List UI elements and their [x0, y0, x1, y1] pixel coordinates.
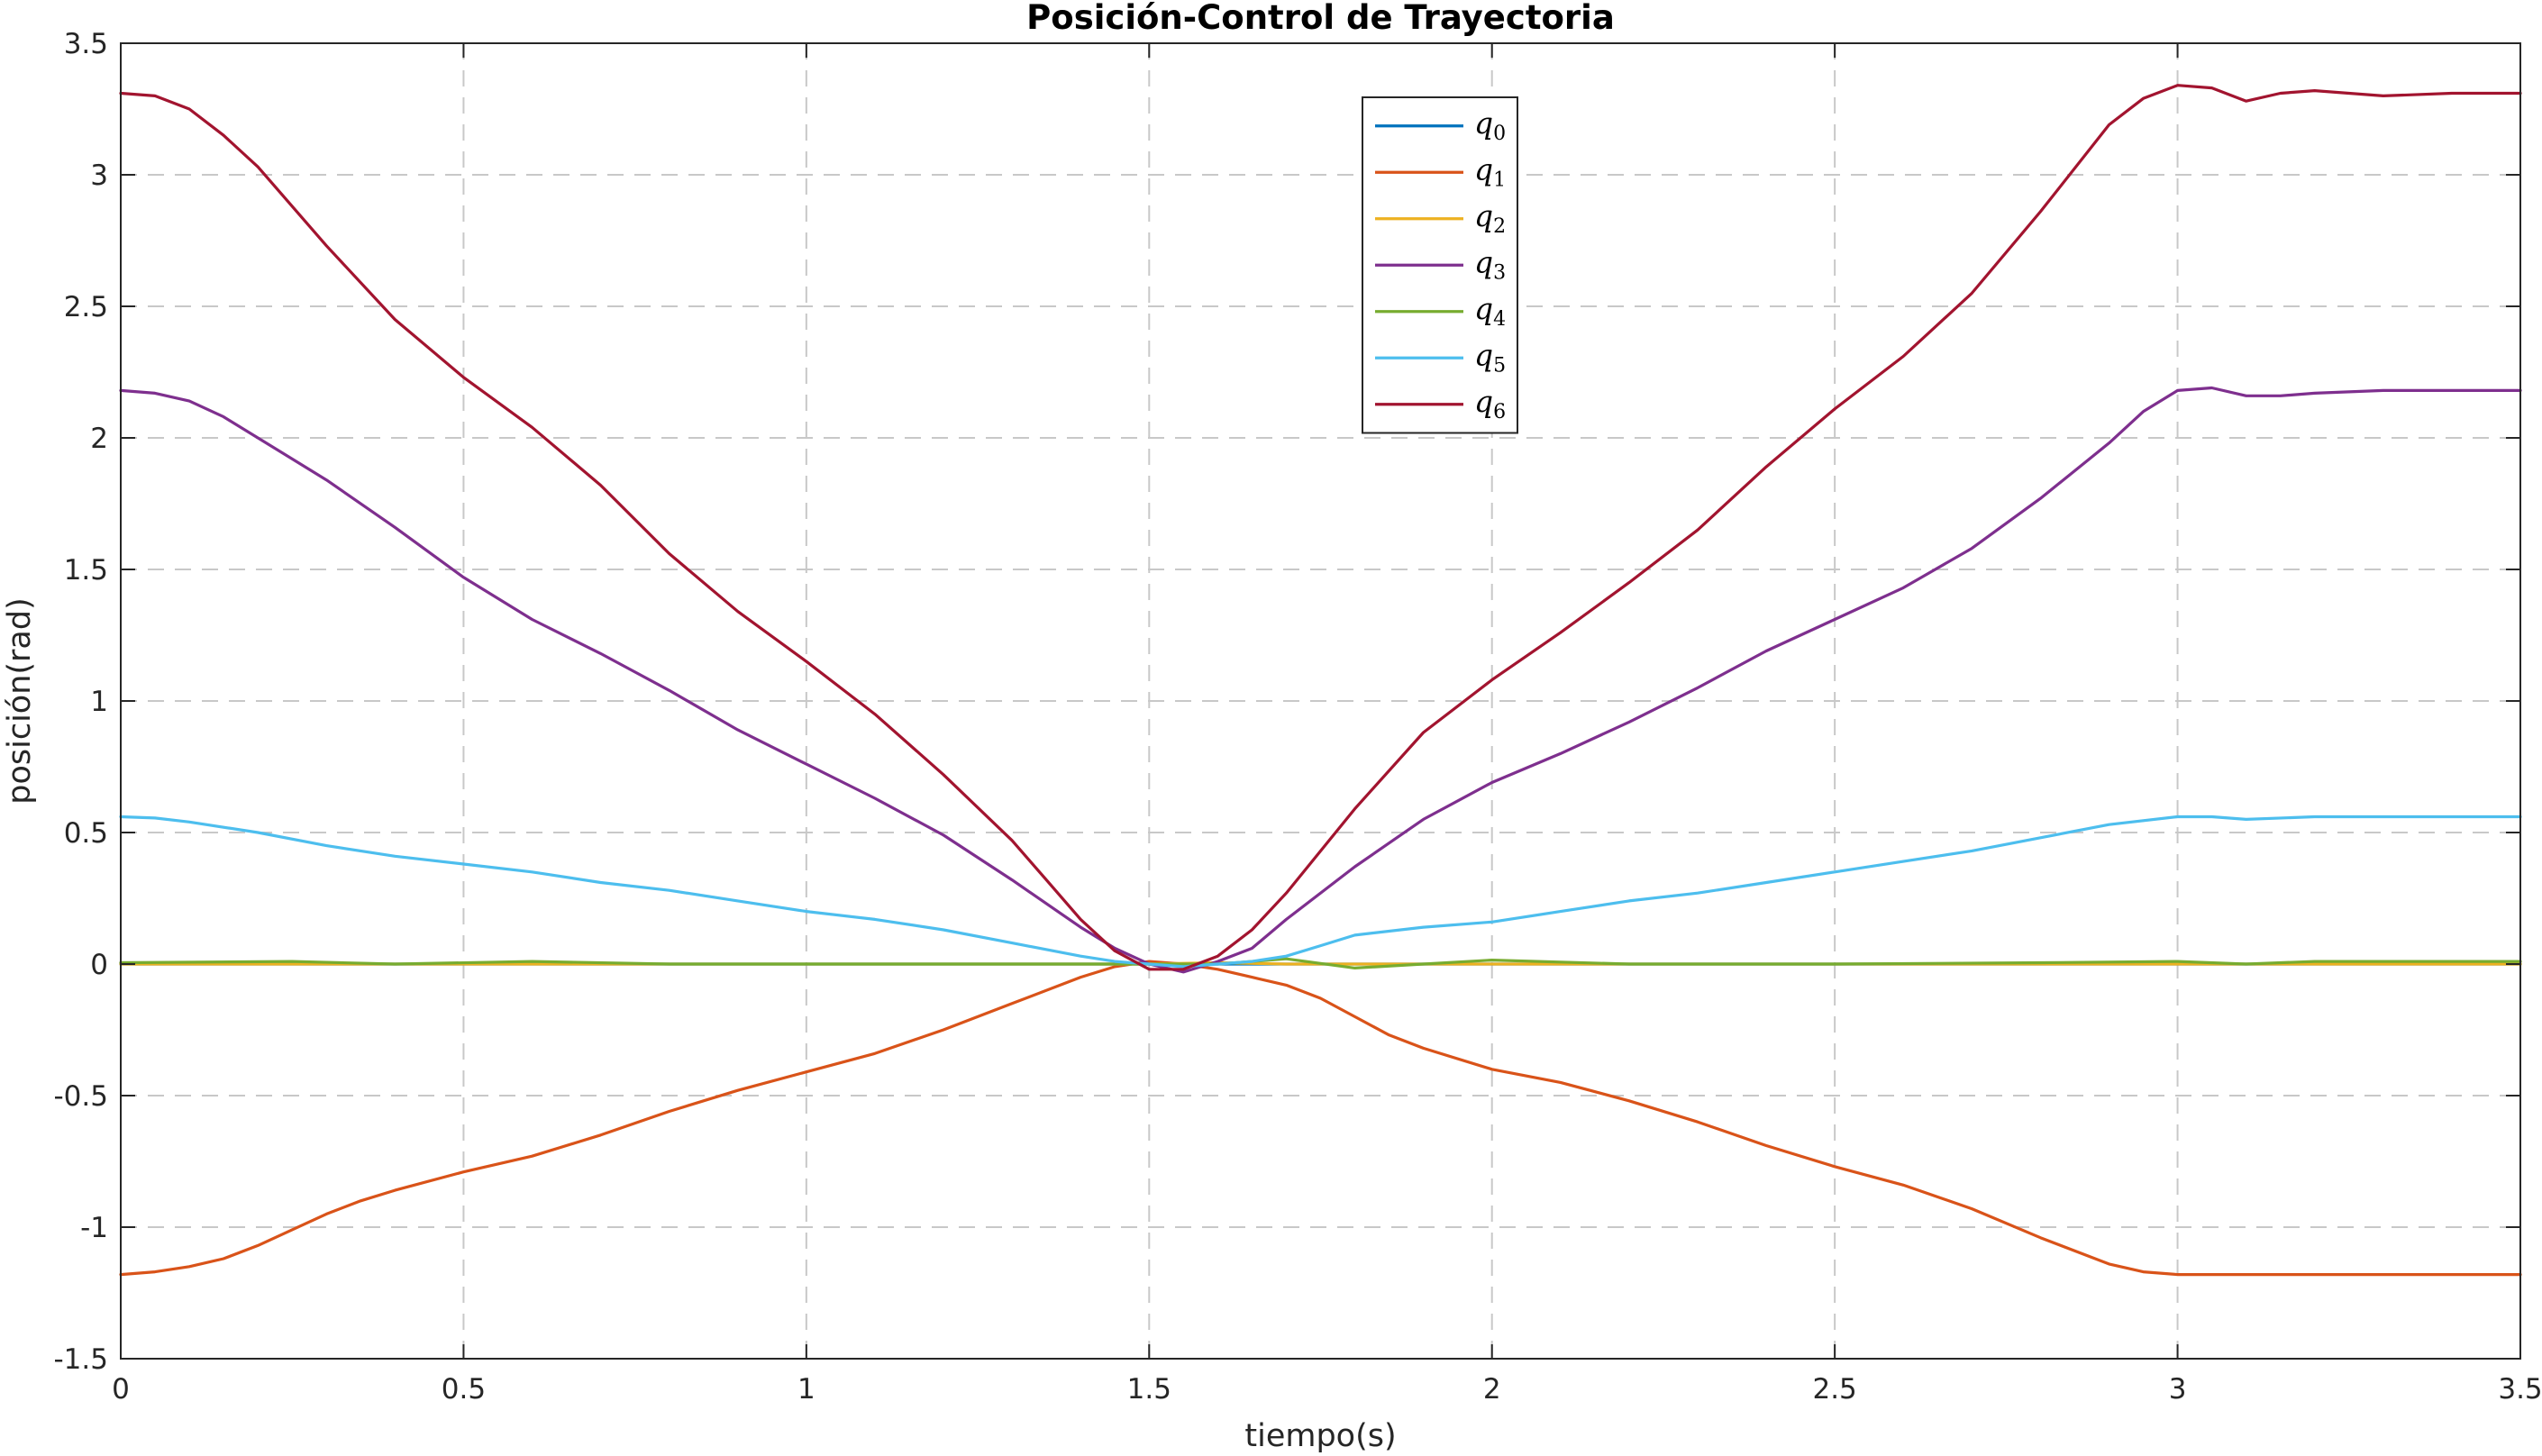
- x-tick-label: 0.5: [442, 1373, 486, 1406]
- x-tick-label: 3: [2169, 1373, 2187, 1406]
- x-tick-label: 0: [112, 1373, 130, 1406]
- legend-label-q6: q6: [1474, 384, 1506, 423]
- y-tick-label: 1.5: [64, 554, 108, 587]
- y-tick-label: 3: [90, 159, 108, 192]
- y-tick-label: 2.5: [64, 291, 108, 323]
- y-tick-label: -0.5: [54, 1080, 109, 1113]
- series-line-q1: [119, 960, 2522, 1277]
- y-tick-label: -1.5: [54, 1343, 109, 1376]
- y-tick-label: 3.5: [64, 28, 108, 60]
- y-tick-label: 2: [90, 423, 108, 455]
- x-tick-label: 1: [797, 1373, 815, 1406]
- series-lines: [119, 84, 2522, 1277]
- series-line-q5: [119, 814, 2522, 969]
- series-line-q3: [119, 386, 2522, 974]
- chart-title: Posición-Control de Trayectoria: [1026, 0, 1615, 37]
- y-tick-label: -1: [80, 1212, 108, 1244]
- series-line-q6: [119, 84, 2522, 971]
- legend-label-q1: q1: [1474, 151, 1506, 191]
- y-tick-label: 0.5: [64, 817, 108, 850]
- y-tick-labels: -1.5 -1 -0.5 0 0.5 1 1.5 2 2.5 3 3.5: [54, 28, 109, 1376]
- series-line-q4: [119, 957, 2522, 970]
- y-axis-label: posición(rad): [2, 597, 38, 805]
- x-tick-label: 2.5: [1812, 1373, 1856, 1406]
- x-tick-label: 3.5: [2498, 1373, 2542, 1406]
- x-tick-labels: 0 0.5 1 1.5 2 2.5 3 3.5: [112, 1373, 2542, 1406]
- x-axis-label: tiempo(s): [1244, 1418, 1396, 1454]
- x-tick-label: 2: [1483, 1373, 1501, 1406]
- x-tick-label: 1.5: [1127, 1373, 1171, 1406]
- ticks: [120, 42, 2521, 1360]
- y-tick-label: 0: [90, 949, 108, 981]
- y-tick-label: 1: [90, 686, 108, 718]
